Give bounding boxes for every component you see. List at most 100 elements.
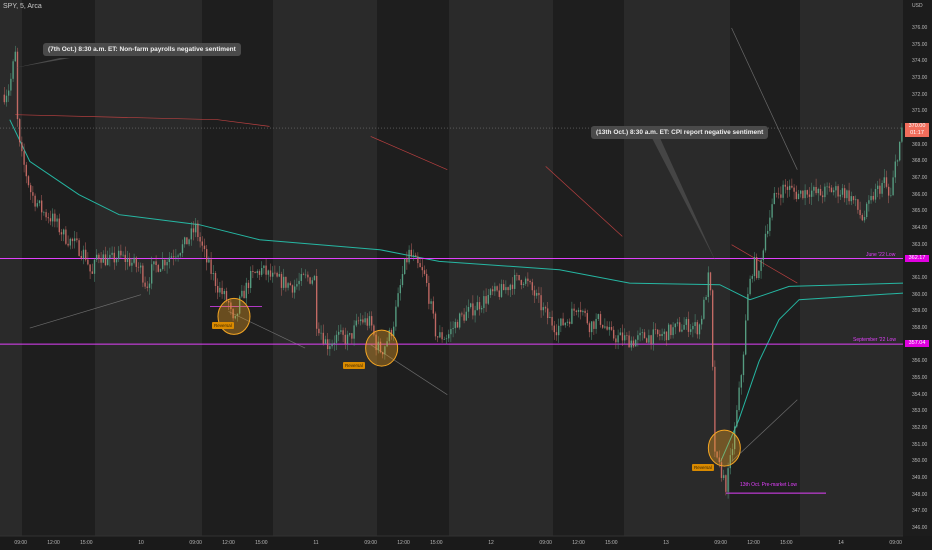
- indicator-lines: [9, 27, 904, 462]
- candle: [133, 257, 135, 263]
- candle: [139, 265, 142, 268]
- candle: [373, 325, 375, 335]
- candle: [201, 241, 203, 246]
- candle: [632, 340, 635, 347]
- candle: [546, 308, 549, 319]
- candle: [784, 184, 786, 187]
- candle: [469, 303, 472, 308]
- candle: [80, 255, 82, 259]
- candle: [155, 261, 157, 266]
- candle: [287, 283, 289, 288]
- candle: [29, 185, 32, 193]
- candle: [560, 318, 562, 326]
- candle: [872, 195, 874, 200]
- candle: [846, 190, 848, 199]
- candle: [282, 276, 285, 288]
- candle: [639, 332, 641, 336]
- candle: [742, 354, 745, 376]
- candle: [890, 195, 892, 196]
- price-tick: 372.00: [912, 91, 928, 98]
- candle: [421, 267, 423, 271]
- candle: [205, 249, 208, 263]
- candle: [896, 160, 899, 162]
- price-tick: 350.00: [912, 458, 928, 465]
- candle: [225, 291, 228, 301]
- candle: [788, 185, 791, 190]
- time-axis[interactable]: [0, 536, 932, 550]
- candle: [445, 338, 448, 340]
- candle: [865, 203, 868, 218]
- candle: [67, 243, 69, 246]
- candle: [861, 215, 863, 221]
- candle: [868, 200, 870, 204]
- candle: [142, 265, 144, 283]
- candle: [102, 254, 104, 263]
- candle: [615, 338, 617, 343]
- candle: [177, 255, 179, 257]
- candle: [582, 310, 584, 313]
- candle: [553, 325, 555, 333]
- candle: [498, 290, 500, 297]
- candle: [280, 273, 283, 288]
- candle: [307, 274, 309, 278]
- candle: [258, 271, 261, 275]
- candle: [126, 258, 129, 263]
- candle: [793, 187, 795, 192]
- candle: [659, 334, 661, 337]
- candle: [203, 245, 206, 250]
- candle: [597, 314, 599, 319]
- candle: [434, 313, 437, 337]
- candle: [676, 322, 679, 324]
- candle: [518, 275, 520, 281]
- candle: [36, 203, 38, 207]
- candle: [645, 338, 648, 343]
- candle: [696, 322, 698, 335]
- candle: [450, 329, 452, 335]
- price-axis[interactable]: [903, 0, 932, 550]
- candle: [898, 141, 901, 161]
- symbol-title[interactable]: SPY, 5, Arca: [3, 3, 42, 10]
- candle: [289, 283, 291, 286]
- candle: [278, 273, 280, 277]
- candle: [21, 142, 23, 152]
- candle: [804, 190, 806, 199]
- candle: [322, 332, 324, 344]
- candle: [584, 310, 586, 314]
- candle: [566, 321, 569, 323]
- candle: [69, 238, 71, 246]
- level-badge-september: 357.04: [905, 340, 929, 347]
- candle: [465, 311, 467, 321]
- price-tick: 369.00: [912, 141, 928, 148]
- candle: [674, 323, 676, 328]
- candle: [291, 285, 294, 293]
- candle: [375, 334, 377, 351]
- candle: [687, 319, 690, 332]
- time-tick: 15:00: [430, 540, 443, 546]
- candle: [461, 313, 463, 315]
- callout-cpi: (13th Oct.) 8:30 a.m. ET: CPI report neg…: [591, 126, 769, 139]
- candle: [247, 282, 250, 288]
- candle: [511, 284, 514, 289]
- candle: [326, 339, 329, 350]
- candle: [377, 341, 379, 351]
- candle: [43, 212, 45, 213]
- time-tick: 15:00: [80, 540, 93, 546]
- candle: [166, 262, 168, 266]
- candle: [795, 191, 797, 200]
- candle: [366, 318, 368, 326]
- candle: [82, 249, 85, 259]
- callout-pointer: [14, 58, 70, 68]
- candle: [12, 61, 14, 79]
- level-badge-june: 362.17: [905, 255, 929, 262]
- candle: [901, 127, 903, 142]
- price-tick: 349.00: [912, 475, 928, 482]
- time-tick: 15:00: [780, 540, 793, 546]
- vwap-line: [720, 292, 904, 462]
- candle: [716, 451, 718, 458]
- candle: [364, 318, 366, 323]
- candle: [485, 296, 487, 304]
- candle: [245, 282, 247, 299]
- candle: [304, 274, 307, 276]
- candle: [683, 324, 685, 330]
